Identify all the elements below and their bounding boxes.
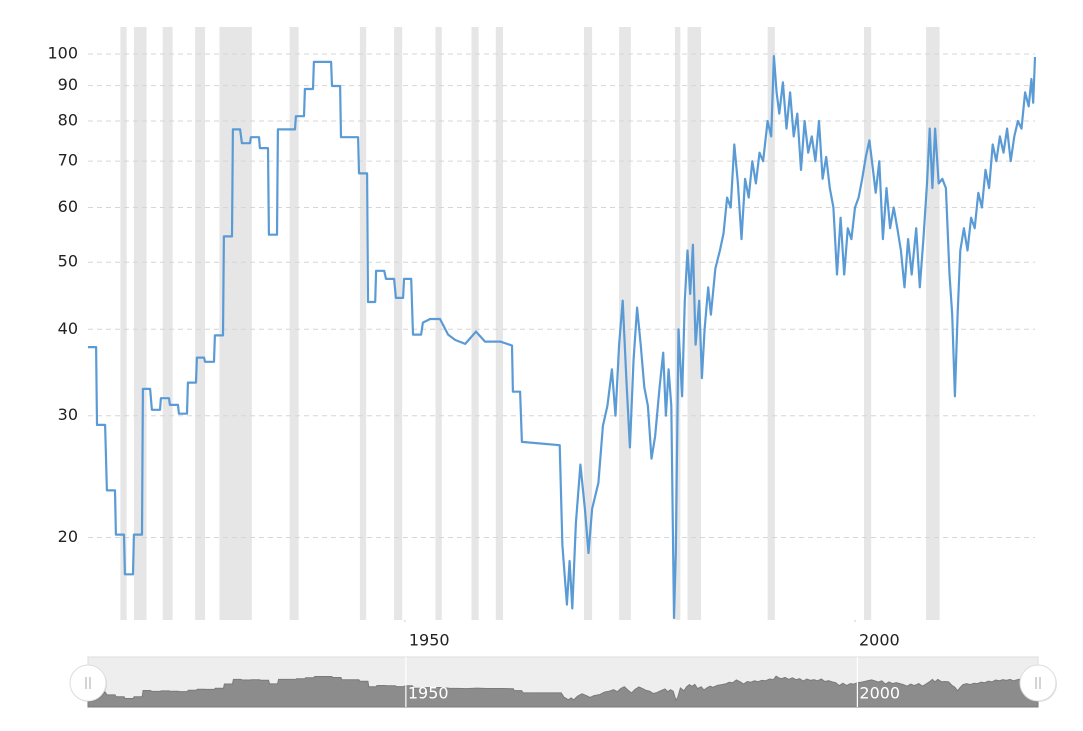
x-tick-label: 2000 [859, 631, 900, 650]
recession-band [926, 27, 940, 620]
recession-band [584, 27, 593, 620]
recession-band [767, 27, 775, 620]
navigator-tick-label: 2000 [859, 684, 900, 703]
navigator-handle[interactable] [69, 664, 107, 702]
navigator-tick-label: 1950 [408, 684, 449, 703]
recession-band [863, 27, 872, 620]
recession-band [195, 27, 206, 620]
recession-band [435, 27, 442, 620]
recession-band [162, 27, 173, 620]
recession-band [495, 27, 503, 620]
y-tick-label: 70 [58, 151, 78, 170]
recession-band [219, 27, 252, 620]
handle [1019, 664, 1057, 702]
y-tick-label: 20 [58, 527, 78, 546]
y-tick-label: 50 [58, 252, 78, 271]
recession-band [619, 27, 631, 620]
navigator: 1950 2000 [69, 656, 1057, 708]
y-tick-label: 60 [58, 197, 78, 216]
plot [88, 55, 1037, 620]
recession-band [289, 27, 299, 620]
recession-band [359, 27, 367, 620]
grid: 20 30 40 50 60 70 80 90 100 1950 2000 [47, 43, 1035, 650]
y-tick-label: 80 [58, 111, 78, 130]
recession-band [674, 27, 681, 620]
recession-band [120, 27, 127, 620]
y-tick-label: 100 [47, 43, 78, 62]
navigator-handle[interactable] [1019, 664, 1057, 702]
recession-band [471, 27, 479, 620]
y-tick-label: 90 [58, 75, 78, 94]
y-tick-label: 40 [58, 319, 78, 338]
recession-band [133, 27, 147, 620]
price-line [88, 55, 1037, 620]
handle [69, 664, 107, 702]
y-tick-label: 30 [58, 405, 78, 424]
x-tick-label: 1950 [409, 631, 450, 650]
recession-band [394, 27, 403, 620]
recession-bands [120, 27, 940, 620]
navigator-area [87, 674, 1039, 708]
